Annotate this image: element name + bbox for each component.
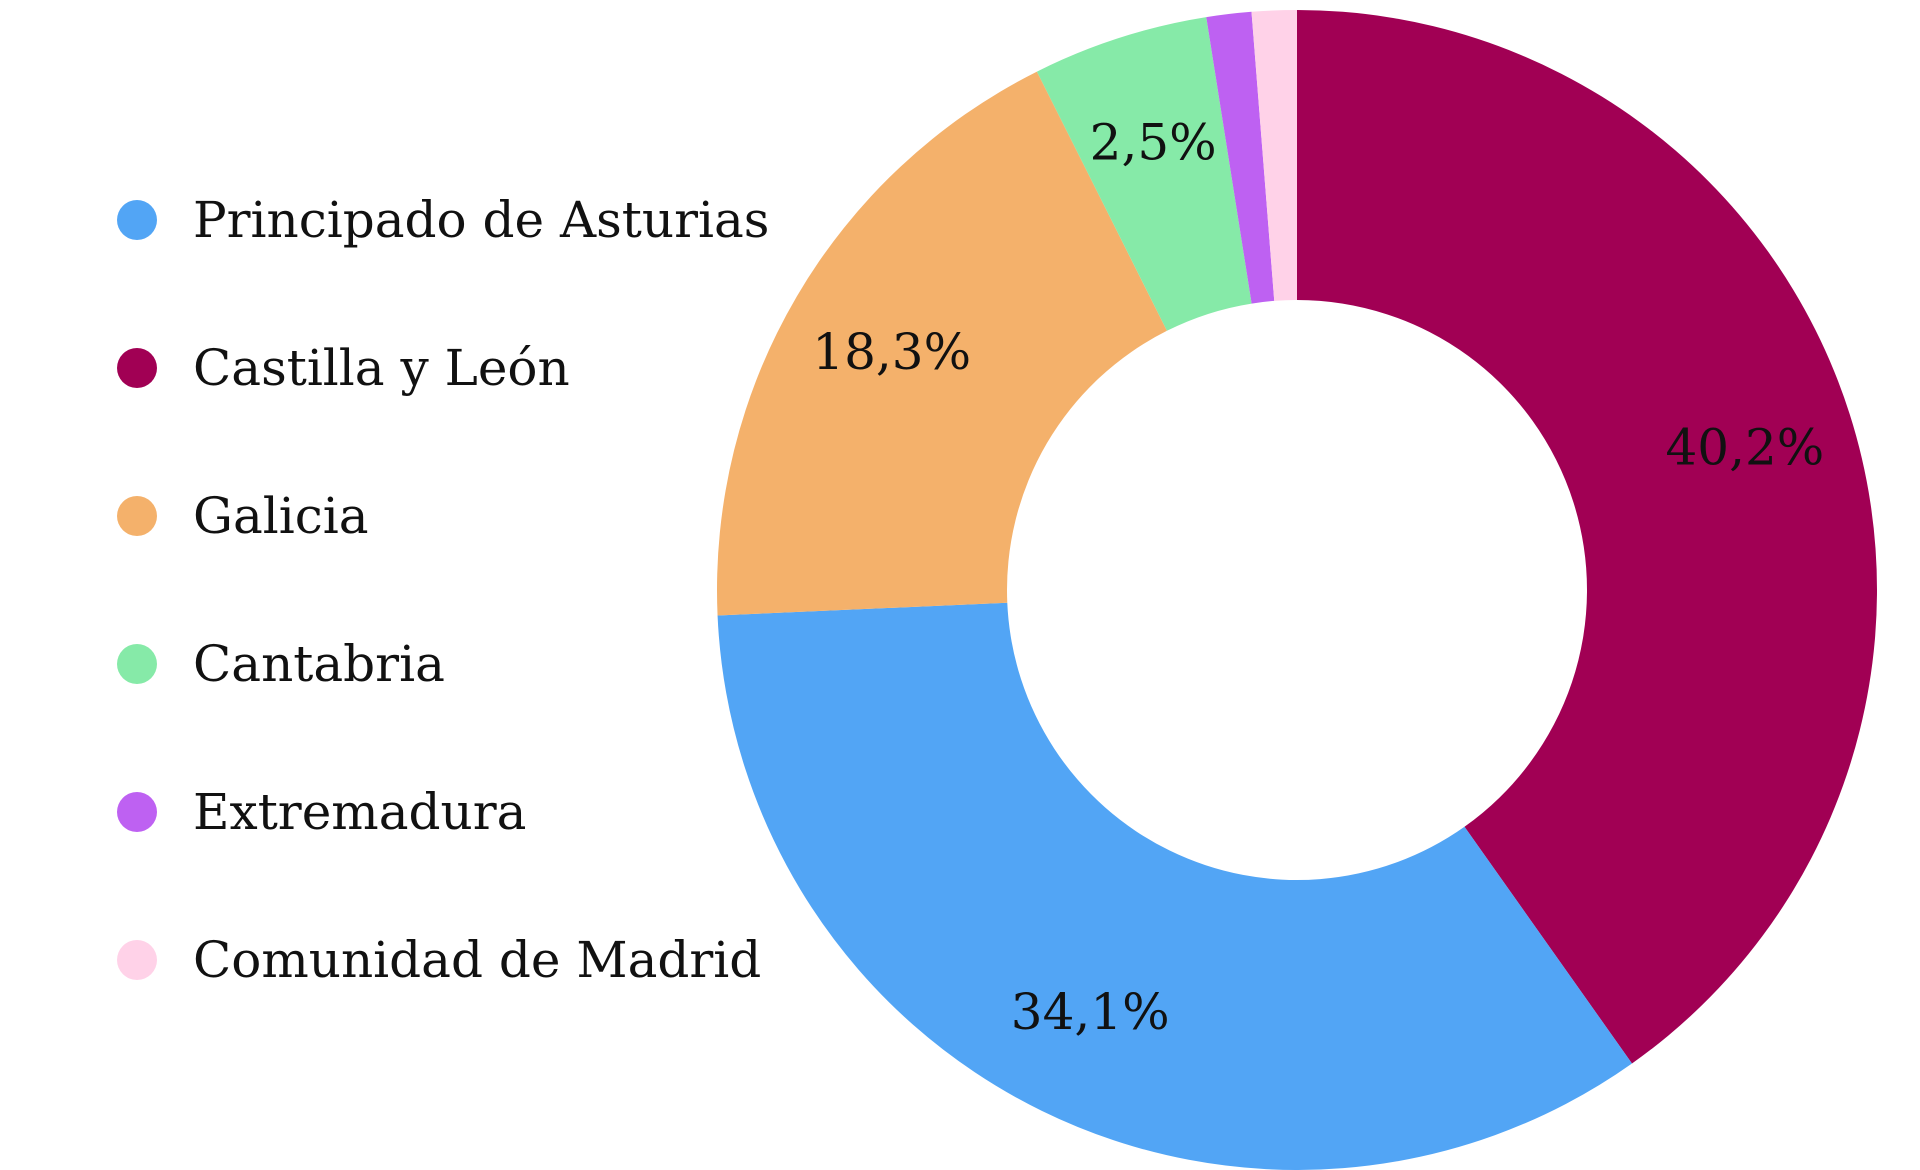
legend-item-extremadura: Extremadura — [117, 783, 526, 841]
legend-swatch-comunidad-de-madrid — [117, 940, 157, 980]
slice-label-galicia: 18,3% — [812, 323, 971, 381]
donut-slices — [717, 10, 1877, 1170]
slice-label-cantabria: 2,5% — [1090, 114, 1217, 172]
legend-swatch-cantabria — [117, 644, 157, 684]
legend-item-principado-de-asturias: Principado de Asturias — [117, 191, 769, 249]
slice-cantabria — [1036, 17, 1252, 331]
legend: Principado de Asturias Castilla y León Gal… — [117, 191, 769, 989]
legend-swatch-galicia — [117, 496, 157, 536]
legend-swatch-extremadura — [117, 792, 157, 832]
legend-label-extremadura: Extremadura — [193, 783, 526, 841]
legend-item-cantabria: Cantabria — [117, 635, 445, 693]
slice-galicia — [717, 71, 1167, 616]
slice-comunidad-de-madrid — [1251, 10, 1297, 301]
slice-principado-de-asturias — [717, 602, 1632, 1170]
legend-item-galicia: Galicia — [117, 487, 369, 545]
legend-swatch-principado-de-asturias — [117, 200, 157, 240]
legend-item-castilla-y-leon: Castilla y León — [117, 339, 570, 397]
legend-swatch-castilla-y-leon — [117, 348, 157, 388]
slice-extremadura — [1206, 11, 1275, 304]
slice-label-castilla-y-leon: 40,2% — [1665, 419, 1824, 477]
legend-label-castilla-y-leon: Castilla y León — [193, 339, 570, 397]
legend-label-comunidad-de-madrid: Comunidad de Madrid — [193, 931, 761, 989]
slice-label-principado-de-asturias: 34,1% — [1011, 983, 1170, 1041]
legend-label-cantabria: Cantabria — [193, 635, 445, 693]
legend-label-galicia: Galicia — [193, 487, 369, 545]
slice-castilla-y-leon — [1297, 10, 1877, 1064]
legend-label-principado-de-asturias: Principado de Asturias — [193, 191, 769, 249]
slice-labels: 40,2% 34,1% 18,3% 2,5% — [812, 114, 1824, 1042]
legend-item-comunidad-de-madrid: Comunidad de Madrid — [117, 931, 761, 989]
